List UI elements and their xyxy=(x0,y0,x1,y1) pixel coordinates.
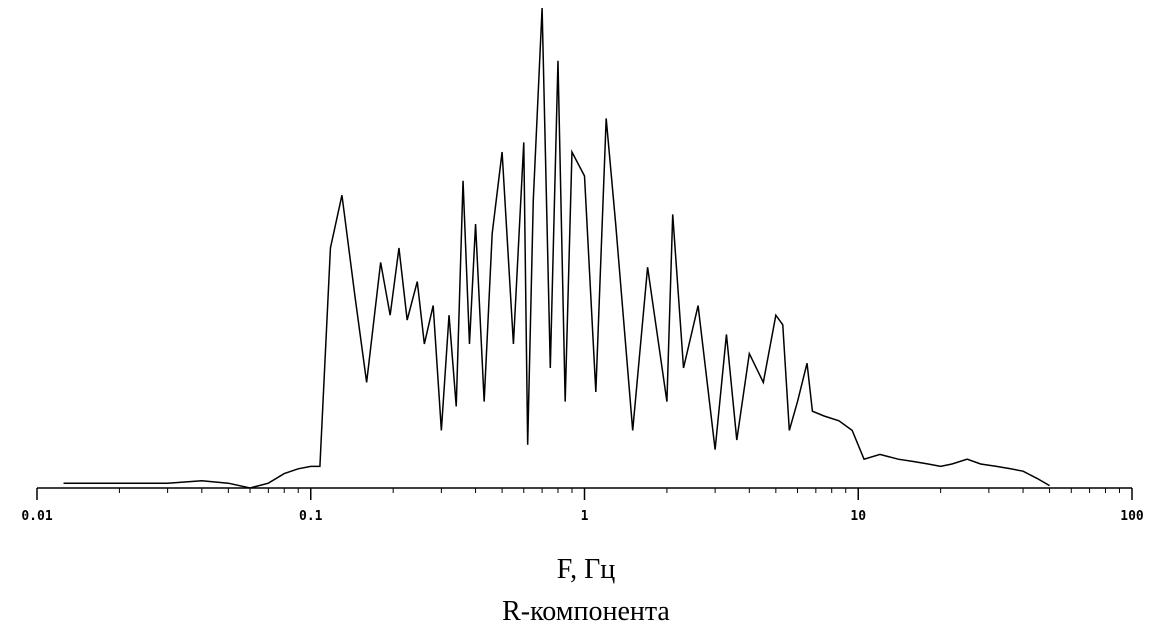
x-tick-label: 1 xyxy=(581,509,589,524)
x-tick-label: 0.1 xyxy=(299,509,323,524)
x-axis: 0.01 0.1 1 10 100 xyxy=(21,487,1144,524)
chart-caption: R-компонента xyxy=(502,596,670,627)
spectrum-series-line xyxy=(63,7,1050,489)
x-axis-title: F, Гц xyxy=(557,554,616,585)
x-tick-label: 10 xyxy=(850,509,866,524)
x-tick-label: 100 xyxy=(1120,509,1144,524)
x-tick-label: 0.01 xyxy=(21,509,52,524)
plot-area xyxy=(63,7,1050,489)
